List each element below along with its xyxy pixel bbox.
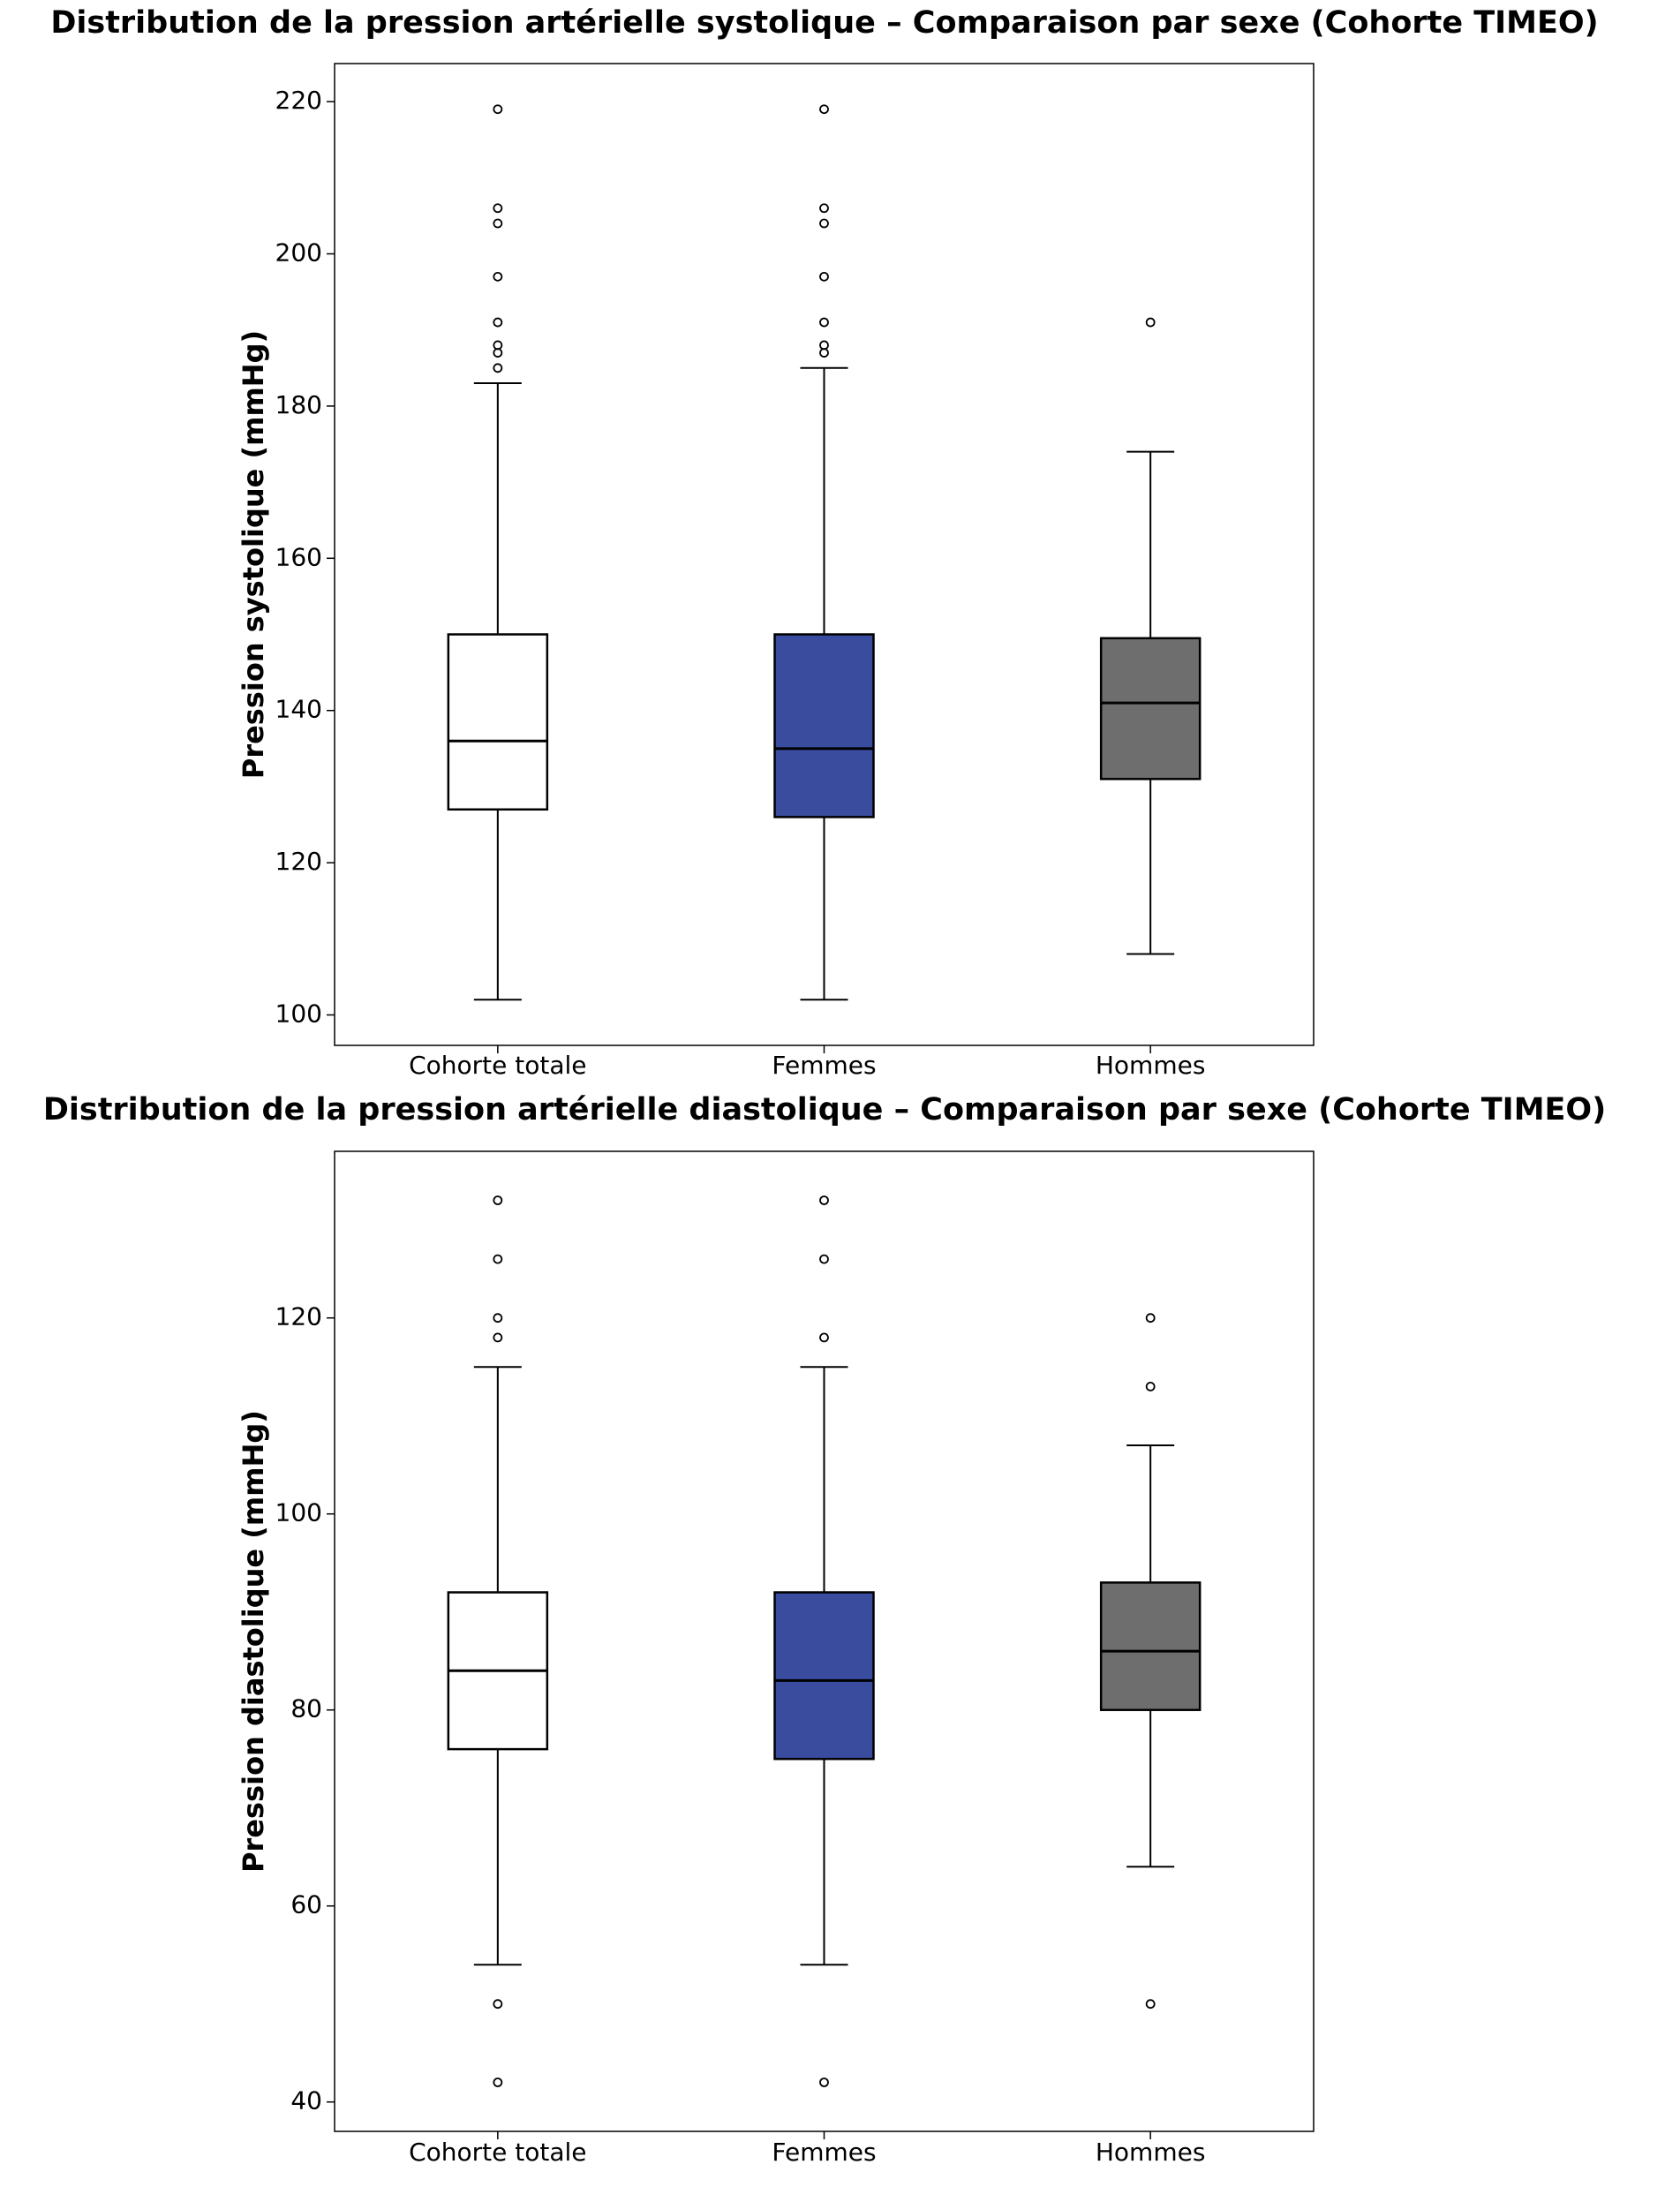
outlier <box>493 203 503 214</box>
outlier <box>493 317 503 328</box>
outlier <box>1145 1382 1156 1391</box>
outlier <box>493 1254 503 1264</box>
outlier <box>493 104 503 115</box>
outlier <box>819 340 829 351</box>
x-tick-label: Femmes <box>772 2138 876 2167</box>
x-tick-label: Cohorte totale <box>409 1051 586 1080</box>
chart-title: Distribution de la pression artérielle d… <box>43 1092 1606 1127</box>
outlier <box>493 363 503 373</box>
y-tick-label: 100 <box>275 999 322 1029</box>
outlier <box>1145 317 1156 328</box>
outlier <box>819 104 829 115</box>
outlier <box>493 348 503 358</box>
y-tick-label: 120 <box>275 847 322 876</box>
outlier <box>493 218 503 229</box>
outlier <box>819 1332 829 1343</box>
y-tick-label: 220 <box>275 86 322 115</box>
y-tick-label: 160 <box>275 542 322 571</box>
y-tick-label: 80 <box>290 1694 322 1723</box>
outlier <box>493 1313 503 1324</box>
box <box>1099 1581 1202 1711</box>
outlier <box>819 317 829 328</box>
box <box>447 633 549 811</box>
y-tick-label: 140 <box>275 695 322 724</box>
outlier <box>1145 1313 1156 1324</box>
chart-title: Distribution de la pression artérielle s… <box>50 5 1598 41</box>
outlier <box>493 1195 503 1205</box>
box <box>773 633 875 818</box>
y-tick-label: 100 <box>275 1498 322 1527</box>
outlier <box>493 1999 503 2010</box>
y-axis-label: Pression diastolique (mmHg) <box>237 1410 270 1873</box>
plot-frame <box>334 1150 1315 2132</box>
outlier <box>819 1195 829 1205</box>
outlier <box>819 348 829 358</box>
x-tick-label: Cohorte totale <box>409 2138 586 2167</box>
outlier <box>819 218 829 229</box>
outlier <box>819 203 829 214</box>
plot-frame <box>334 63 1315 1046</box>
y-tick-label: 120 <box>275 1302 322 1331</box>
x-tick-label: Femmes <box>772 1051 876 1080</box>
outlier <box>819 271 829 282</box>
y-tick-label: 180 <box>275 390 322 419</box>
outlier <box>493 340 503 351</box>
x-tick-label: Hommes <box>1096 1051 1206 1080</box>
y-tick-label: 40 <box>290 2086 322 2115</box>
outlier <box>493 2078 503 2087</box>
outlier <box>819 1254 829 1264</box>
outlier <box>819 2078 829 2087</box>
outlier <box>1145 1999 1156 2010</box>
y-axis-label: Pression systolique (mmHg) <box>237 330 270 779</box>
outlier <box>493 1332 503 1343</box>
x-tick-label: Hommes <box>1096 2138 1206 2167</box>
box <box>1099 637 1202 781</box>
outlier <box>493 271 503 282</box>
y-tick-label: 200 <box>275 238 322 268</box>
box <box>773 1591 875 1761</box>
y-tick-label: 60 <box>290 1890 322 1919</box>
